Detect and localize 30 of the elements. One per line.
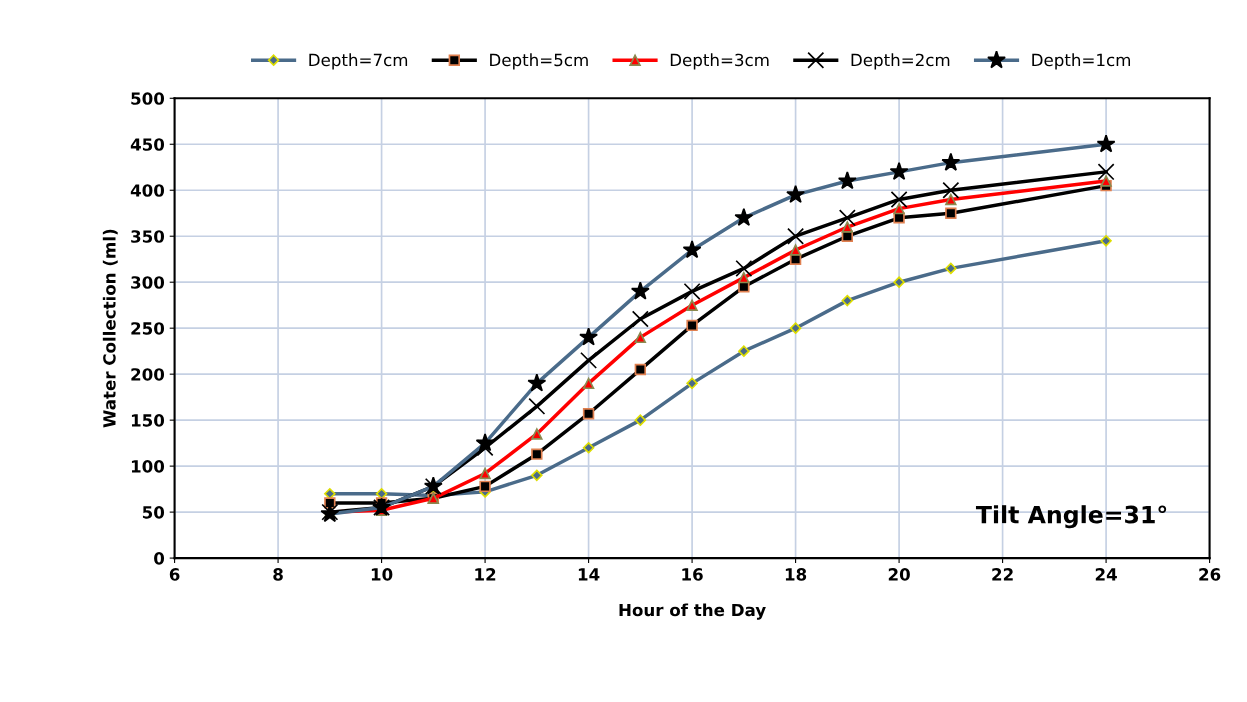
legend-label: Depth=2cm	[851, 53, 950, 70]
legend-label: Depth=3cm	[670, 53, 769, 70]
y-tick-label: 500	[131, 92, 165, 105]
x-tick-label: 26	[1199, 568, 1221, 581]
y-tick-label: 150	[131, 414, 165, 427]
x-tick-label: 12	[475, 568, 496, 581]
x-tick-label: 6	[169, 568, 180, 581]
y-tick-label: 50	[142, 506, 165, 519]
y-tick-label: 350	[131, 230, 165, 243]
x-tick-label: 20	[888, 568, 910, 581]
x-tick-label: 18	[785, 568, 807, 581]
y-tick-label: 300	[131, 276, 165, 289]
y-tick-label: 100	[131, 460, 165, 473]
x-tick-label: 24	[1095, 568, 1117, 581]
y-tick-label: 450	[130, 138, 165, 151]
y-axis-title: Water Collection (ml)	[102, 229, 118, 428]
x-tick-label: 8	[273, 568, 283, 581]
y-tick-label: 200	[131, 368, 165, 381]
annotation: Tilt Angle=31°	[975, 505, 1167, 529]
y-tick-label: 0	[154, 552, 165, 565]
x-tick-label: 22	[992, 568, 1013, 581]
x-tick-label: 14	[578, 568, 600, 581]
legend-label: Depth=5cm	[490, 53, 588, 70]
x-tick-label: 16	[682, 568, 703, 581]
x-tick-label: 10	[371, 568, 393, 581]
legend-label: Depth=7cm	[309, 53, 408, 70]
x-axis-title: Hour of the Day	[619, 603, 766, 620]
legend-label: Depth=1cm	[1032, 53, 1130, 70]
y-tick-label: 250	[131, 322, 165, 335]
y-tick-label: 400	[130, 184, 165, 197]
